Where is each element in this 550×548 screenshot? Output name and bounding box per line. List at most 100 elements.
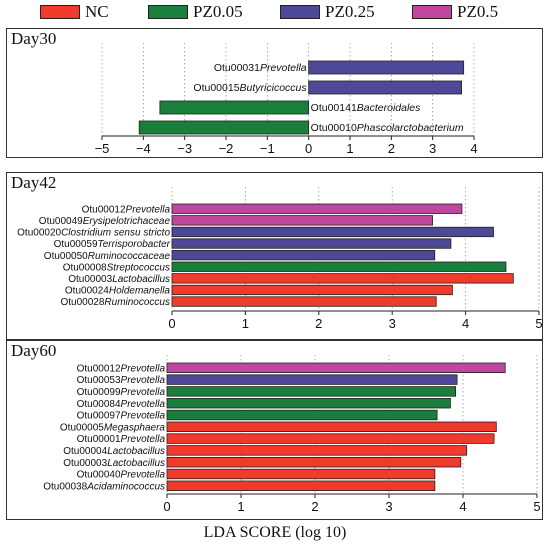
bar (166, 445, 468, 456)
legend-item-pz05: PZ0.5 (412, 2, 499, 21)
x-tick-label: 0 (163, 499, 170, 514)
bar (159, 100, 310, 115)
bar-label-otu: Otu00012 (82, 204, 126, 215)
bar-label-taxon: Bacteroidales (357, 102, 421, 114)
bar-label-otu: Otu00097 (77, 411, 121, 422)
legend-swatch-nc (40, 5, 80, 19)
legend-swatch-pz025 (280, 5, 320, 19)
bar-label-taxon: Lactobacillus (107, 446, 165, 457)
bar-label-otu: Otu00049 (39, 216, 83, 227)
bar-label: Otu00003Lactobacillus (63, 458, 165, 469)
bar-label: Otu00005Megasphaera (60, 422, 166, 433)
bar-label: Otu00040Prevotella (77, 470, 166, 481)
chart-day42: Otu00012PrevotellaOtu00049Erysipelotrich… (17, 187, 543, 331)
bar-label-otu: Otu00003 (68, 274, 112, 285)
bar-label-taxon: Acidaminococcus (86, 481, 165, 492)
bar-label-taxon: Ruminococcaceae (88, 251, 171, 262)
bar-label: Otu00020Clostridium sensu stricto (17, 228, 170, 239)
panel-day42: Day42 Otu00012Prevotella Otu00049Erysipel… (6, 172, 543, 340)
legend-label-pz025: PZ0.25 (325, 2, 375, 21)
bar-label: Otu00038Acidaminococcus (43, 481, 165, 492)
bar-label: Otu00049Erysipelotrichaceae (39, 216, 171, 227)
bar-label: Otu00004Lactobacillus (63, 446, 165, 457)
bar (171, 284, 453, 296)
x-tick-label: −2 (219, 141, 234, 156)
legend-label-pz005: PZ0.05 (193, 2, 243, 21)
x-tick-label: 5 (533, 499, 540, 514)
x-tick-label: 1 (242, 316, 249, 331)
bar-label: Otu00012Prevotella (77, 363, 166, 374)
bar-label-otu: Otu00084 (77, 399, 121, 410)
bar-label-otu: Otu00031 (214, 62, 260, 74)
bar-label-otu: Otu00053 (77, 375, 121, 386)
bar (166, 409, 438, 421)
x-tick-label: 1 (346, 141, 353, 156)
bar-label-otu: Otu00038 (43, 481, 87, 492)
bar-label: Otu00141Bacteroidales (311, 102, 421, 114)
bar-label-otu: Otu00001 (77, 434, 121, 445)
bar-label-taxon: Butyricicoccus (240, 82, 308, 94)
bar (308, 80, 462, 95)
bar-label-otu: Otu00050 (44, 251, 88, 262)
panel-day30: Day30 Otu00031Prevotella Otu00015Butyrici… (6, 28, 543, 158)
legend-label-nc: NC (85, 2, 109, 21)
bar-label: Otu00012Prevotella (82, 204, 171, 215)
bar-label: Otu00028Ruminococcus (60, 297, 170, 308)
bar-label-taxon: Prevotella (121, 434, 166, 445)
x-tick-label: 2 (388, 141, 395, 156)
bar-label: Otu00099Prevotella (77, 387, 166, 398)
bar-label-otu: Otu00059 (54, 239, 98, 250)
bar-label-taxon: Phascolarctobacterium (357, 122, 464, 134)
bar-label-taxon: Prevotella (121, 375, 166, 386)
bar (166, 362, 506, 374)
x-tick-label: 3 (389, 316, 396, 331)
bar (166, 457, 462, 468)
bar-label-taxon: Prevotella (121, 411, 166, 422)
x-tick-label: 4 (470, 141, 477, 156)
legend-label-pz05: PZ0.5 (457, 2, 499, 21)
bar-label-otu: Otu00028 (60, 297, 104, 308)
bar-label-otu: Otu00141 (311, 102, 357, 114)
panel-day60: Day60 Otu00012Prevotella Otu00053Prevotel… (6, 340, 543, 520)
bar-label-taxon: Prevotella (121, 399, 166, 410)
x-tick-label: 3 (429, 141, 436, 156)
x-tick-label: 4 (459, 499, 466, 514)
x-tick-label: −5 (95, 141, 110, 156)
legend-swatch-pz005 (148, 5, 188, 19)
bar-label-otu: Otu00004 (63, 446, 107, 457)
bar-label: Otu00059Terrisporobacter (54, 239, 171, 250)
bar-label-otu: Otu00012 (77, 363, 121, 374)
bar-label: Otu00015Butyricicoccus (193, 82, 307, 94)
bar-label-otu: Otu00008 (63, 262, 107, 273)
bar-label-otu: Otu00020 (17, 228, 61, 239)
panel-title-day60: Day60 (11, 341, 57, 360)
bar-label-otu: Otu00010 (311, 122, 357, 134)
panel-title-day42: Day42 (11, 173, 57, 192)
legend-swatch-pz05 (412, 5, 452, 19)
bar-label-otu: Otu00024 (65, 286, 109, 297)
bar (171, 261, 507, 272)
bar (166, 398, 451, 409)
bar-label-taxon: Streptococcus (107, 262, 170, 273)
chart-day60: Otu00012PrevotellaOtu00053PrevotellaOtu0… (43, 355, 541, 514)
bar (171, 226, 494, 238)
legend-item-pz025: PZ0.25 (280, 2, 375, 21)
bar-label: Otu00084Prevotella (77, 399, 166, 410)
bar (166, 468, 436, 480)
bar-label: Otu00050Ruminococcaceae (44, 251, 171, 262)
bar-label-taxon: Terrisporobacter (98, 239, 171, 250)
x-tick-label: 1 (237, 499, 244, 514)
bar-label: Otu00008Streptococcus (63, 262, 170, 273)
bar-label-taxon: Prevotella (260, 62, 307, 74)
bar-label-otu: Otu00015 (193, 82, 239, 94)
bar (308, 60, 465, 75)
bar-label-taxon: Erysipelotrichaceae (83, 216, 171, 227)
x-tick-label: 4 (462, 316, 469, 331)
bar (171, 273, 514, 284)
bar-label-taxon: Clostridium sensu stricto (61, 228, 170, 239)
bar-label-taxon: Prevotella (121, 363, 166, 374)
legend-item-nc: NC (40, 2, 109, 21)
bar (171, 238, 452, 249)
bar-label: Otu00097Prevotella (77, 411, 166, 422)
x-tick-label: 0 (168, 316, 175, 331)
